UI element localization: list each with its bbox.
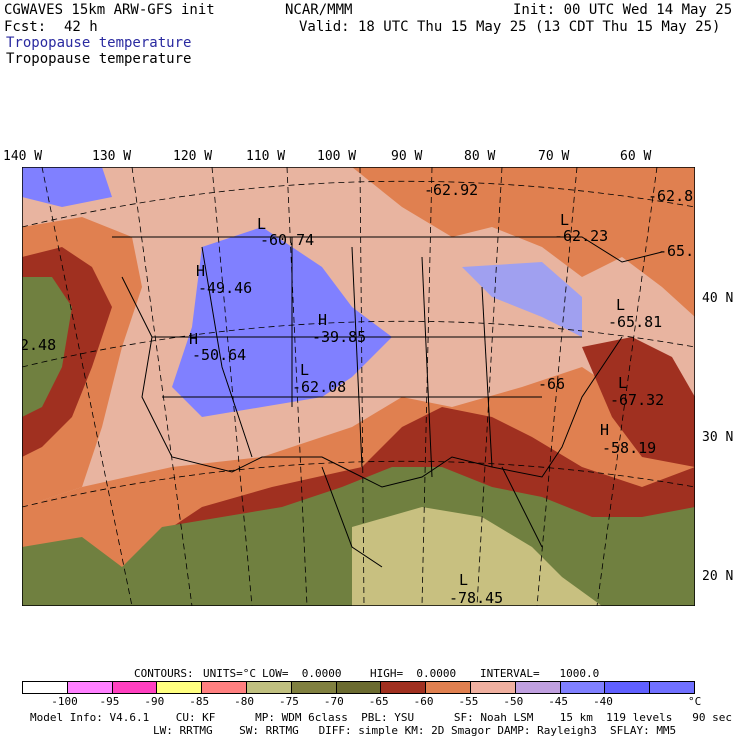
region-lightpurple-east bbox=[462, 262, 582, 337]
center-label: -58.19 bbox=[602, 439, 656, 457]
center-label: -62.23 bbox=[554, 227, 608, 245]
lat-label: 30 N bbox=[702, 430, 734, 445]
legend-swatch bbox=[470, 682, 516, 693]
model-info: Model Info: V4.6.1 CU: KF MP: WDM 6class… bbox=[30, 711, 732, 724]
legend-tick-label: -55 bbox=[458, 695, 479, 708]
political-boundaries bbox=[112, 236, 663, 568]
center-label: -62.8 bbox=[648, 187, 693, 205]
center-marker: L bbox=[560, 211, 569, 229]
lon-label: 110 W bbox=[246, 149, 286, 164]
legend-tick-label: -45 bbox=[548, 695, 569, 708]
units-label: UNITS=°C bbox=[203, 667, 256, 680]
legend-tick-label: -100 bbox=[51, 695, 78, 708]
center-marker: L bbox=[618, 374, 627, 392]
lon-label: 70 W bbox=[538, 149, 570, 164]
center-label: -67.32 bbox=[610, 391, 664, 409]
graticule bbox=[22, 167, 695, 606]
legend-tick-label: -75 bbox=[279, 695, 299, 708]
legend-tick-label: -80 bbox=[234, 695, 254, 708]
legend-tick-label: -70 bbox=[323, 695, 344, 708]
center-label: -78.45 bbox=[449, 589, 503, 606]
legend-swatch bbox=[291, 682, 337, 693]
lon-label: 130 W bbox=[92, 149, 132, 164]
legend-tick-label: -50 bbox=[503, 695, 524, 708]
fcst-label: Fcst: bbox=[4, 19, 47, 35]
lon-label: 120 W bbox=[173, 149, 213, 164]
legend-swatch bbox=[650, 682, 694, 693]
legend-tick-label: -65 bbox=[368, 695, 389, 708]
tropopause-temperature-map: -62.92 L -60.74 L -62.23 -62.8 -65. H -4… bbox=[22, 167, 695, 606]
center-label: -50.64 bbox=[192, 346, 246, 364]
fcst-value: 42 h bbox=[64, 19, 98, 35]
org-label: NCAR/MMM bbox=[285, 2, 353, 18]
physics-info: LW: RRTMG SW: RRTMG DIFF: simple KM: 2D … bbox=[153, 724, 677, 737]
legend-swatch bbox=[560, 682, 606, 693]
field-title-2: Tropopause temperature bbox=[6, 51, 192, 67]
legend-swatch bbox=[23, 682, 68, 693]
center-label: -66 bbox=[538, 375, 565, 393]
legend-swatch bbox=[381, 682, 427, 693]
region-purple-nw bbox=[22, 167, 112, 207]
lon-label: 90 W bbox=[391, 149, 423, 164]
legend-swatch bbox=[202, 682, 247, 693]
lat-label: 20 N bbox=[702, 569, 734, 584]
high-label: HIGH= 0.0000 bbox=[370, 667, 457, 680]
legend-unit: °C bbox=[688, 695, 702, 708]
valid-time: Valid: 18 UTC Thu 15 May 25 (13 CDT Thu … bbox=[299, 19, 721, 35]
legend-tick-label: -85 bbox=[189, 695, 210, 708]
legend-swatch bbox=[605, 682, 651, 693]
center-label: -65. bbox=[658, 242, 694, 260]
center-marker: L bbox=[300, 361, 309, 379]
field-title-1: Tropopause temperature bbox=[6, 35, 192, 51]
legend-swatch bbox=[67, 682, 113, 693]
init-time: Init: 00 UTC Wed 14 May 25 bbox=[513, 2, 733, 18]
center-marker: L bbox=[257, 215, 266, 233]
legend-swatch bbox=[157, 682, 203, 693]
legend-swatch bbox=[246, 682, 292, 693]
center-label: -65.81 bbox=[608, 313, 662, 331]
center-marker: H bbox=[318, 311, 327, 329]
contours-label: CONTOURS: bbox=[134, 667, 194, 680]
lon-label: 140 W bbox=[3, 149, 43, 164]
legend-swatch bbox=[336, 682, 382, 693]
legend-swatch bbox=[426, 682, 471, 693]
legend-colorbar bbox=[22, 681, 695, 694]
center-marker: H bbox=[196, 262, 205, 280]
center-label: 2.48 bbox=[22, 336, 56, 354]
legend-swatch bbox=[112, 682, 158, 693]
center-label: -60.74 bbox=[260, 231, 314, 249]
region-orange-north bbox=[352, 167, 695, 317]
region-purple-central bbox=[172, 227, 392, 417]
lon-label: 100 W bbox=[317, 149, 357, 164]
legend-tick-label: -95 bbox=[99, 695, 120, 708]
region-darkred-east bbox=[582, 337, 695, 467]
low-label: LOW= 0.0000 bbox=[262, 667, 342, 680]
legend-swatch bbox=[515, 682, 561, 693]
lon-label: 80 W bbox=[464, 149, 496, 164]
center-marker: L bbox=[459, 571, 468, 589]
legend-tick-label: -40 bbox=[593, 695, 613, 708]
center-marker: H bbox=[189, 330, 198, 348]
lon-label: 60 W bbox=[620, 149, 652, 164]
region-olive-west bbox=[22, 277, 72, 417]
lat-label: 40 N bbox=[702, 291, 734, 306]
center-label: -62.92 bbox=[424, 181, 478, 199]
center-label: -49.46 bbox=[198, 279, 252, 297]
interval-label: INTERVAL= 1000.0 bbox=[480, 667, 600, 680]
legend-tick-label: -90 bbox=[144, 695, 165, 708]
center-label: -39.85 bbox=[312, 328, 366, 346]
center-marker: L bbox=[616, 296, 625, 314]
model-title: CGWAVES 15km ARW-GFS init bbox=[4, 2, 215, 18]
center-marker: H bbox=[600, 421, 609, 439]
center-label: -62.08 bbox=[292, 378, 346, 396]
legend-tick-label: -60 bbox=[413, 695, 434, 708]
